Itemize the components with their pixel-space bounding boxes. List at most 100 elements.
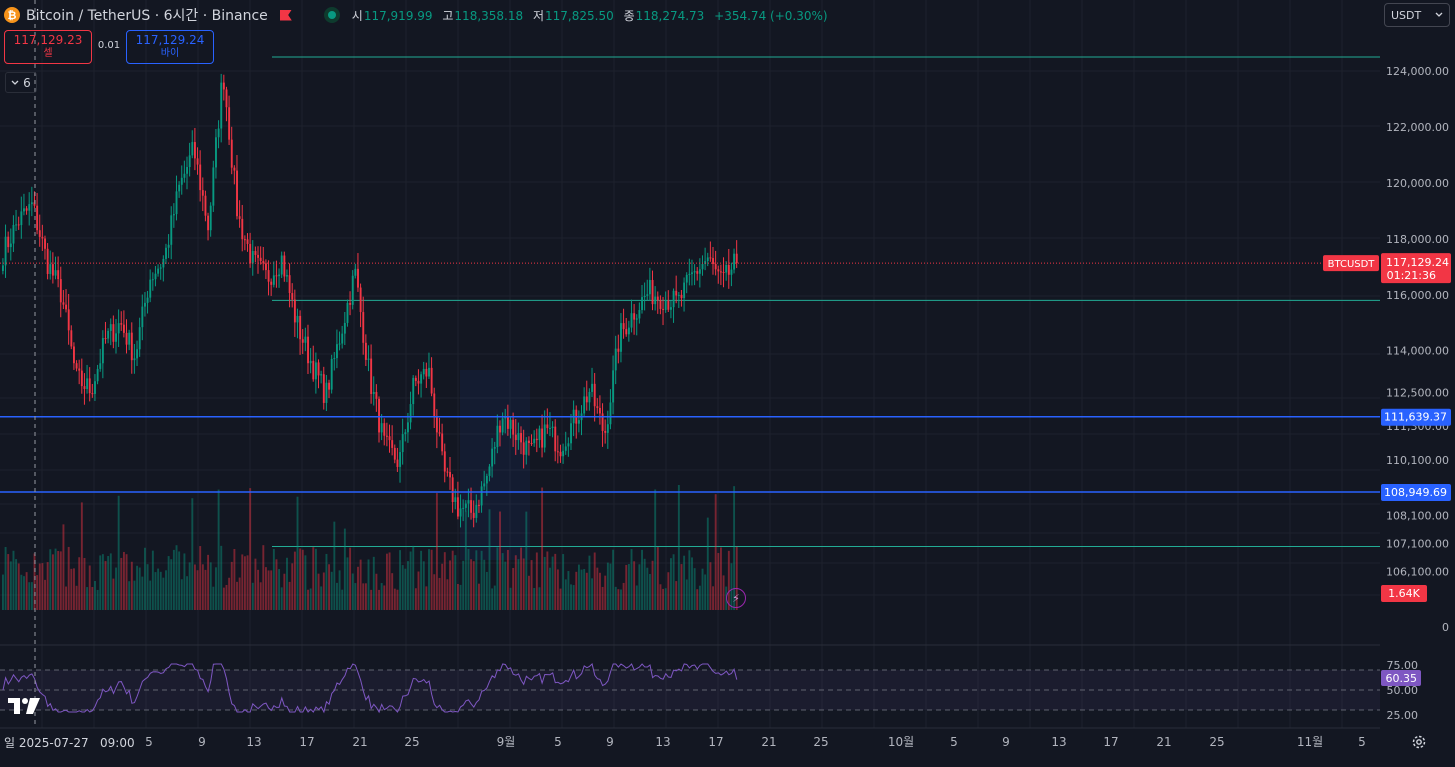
volume-bar bbox=[583, 569, 586, 610]
volume-bar bbox=[580, 569, 583, 610]
volume-bar bbox=[141, 576, 144, 610]
price-tick-label: 120,000.00 bbox=[1386, 177, 1449, 190]
candle-body bbox=[343, 322, 346, 334]
candle-body bbox=[464, 503, 467, 508]
volume-bar bbox=[459, 584, 462, 610]
volume-bar bbox=[301, 549, 304, 610]
flag-icon[interactable] bbox=[279, 9, 292, 21]
candle-body bbox=[372, 391, 375, 394]
volume-bar bbox=[54, 548, 57, 610]
candle-body bbox=[73, 346, 75, 364]
candle-body bbox=[459, 508, 462, 517]
candle-body bbox=[478, 504, 480, 506]
volume-bar bbox=[680, 564, 683, 610]
volume-bar bbox=[559, 588, 562, 610]
volume-bar bbox=[654, 489, 657, 610]
volume-bar bbox=[304, 555, 307, 610]
candle-body bbox=[601, 413, 604, 431]
candle-body bbox=[23, 208, 25, 212]
candle-body bbox=[188, 155, 191, 168]
candle-body bbox=[357, 268, 359, 288]
volume-bar bbox=[330, 571, 333, 610]
volume-bar bbox=[73, 568, 75, 610]
volume-bar bbox=[512, 567, 515, 610]
volume-bar bbox=[706, 517, 709, 610]
candle-body bbox=[109, 324, 112, 331]
candle-body bbox=[362, 312, 365, 343]
volume-bar bbox=[46, 562, 49, 610]
volume-bar bbox=[672, 554, 675, 610]
time-tick-label: 5 bbox=[145, 735, 153, 749]
volume-bar bbox=[648, 574, 651, 610]
volume-bar bbox=[157, 568, 160, 610]
candle-body bbox=[204, 195, 207, 216]
candle-body bbox=[17, 224, 20, 226]
indicators-toggle-button[interactable]: 6 bbox=[5, 72, 37, 93]
symbol-title[interactable]: Bitcoin / TetherUS · 6시간 · Binance bbox=[26, 8, 268, 24]
volume-bar bbox=[170, 559, 173, 610]
candle-body bbox=[38, 230, 41, 237]
volume-bar bbox=[541, 487, 544, 610]
currency-select[interactable]: USDT bbox=[1384, 3, 1450, 27]
candle-body bbox=[67, 309, 70, 331]
candle-body bbox=[735, 253, 738, 264]
volume-bar bbox=[178, 551, 181, 610]
candle-body bbox=[528, 440, 530, 443]
volume-bar bbox=[146, 564, 149, 610]
market-status-icon[interactable] bbox=[323, 7, 340, 23]
settings-gear-icon[interactable] bbox=[1411, 734, 1427, 750]
lightning-icon[interactable]: ⚡ bbox=[726, 588, 746, 608]
candle-body bbox=[259, 257, 262, 261]
volume-bar bbox=[94, 580, 96, 610]
volume-bar bbox=[475, 550, 478, 610]
volume-bar bbox=[33, 553, 36, 610]
volume-bar bbox=[638, 564, 641, 610]
volume-bar bbox=[115, 567, 117, 610]
candle-body bbox=[157, 268, 160, 274]
candle-body bbox=[201, 190, 204, 196]
candle-body bbox=[625, 329, 628, 335]
candle-body bbox=[54, 270, 57, 276]
volume-bar bbox=[585, 572, 588, 610]
volume-bar bbox=[380, 583, 383, 610]
sell-label: 셀 bbox=[43, 48, 53, 59]
time-cursor-bg bbox=[0, 731, 128, 753]
volume-bar bbox=[501, 553, 504, 610]
price-axis: 124,000.00 122,000.00 120,000.00 118,000.00… bbox=[1380, 0, 1455, 767]
sell-price: 117,129.23 bbox=[13, 33, 83, 47]
candle-body bbox=[336, 344, 338, 359]
rsi-line bbox=[2, 663, 738, 714]
candle-body bbox=[359, 287, 362, 313]
volume-bar bbox=[414, 588, 417, 610]
candle-body bbox=[341, 333, 344, 344]
volume-label: 1.64K bbox=[1388, 587, 1420, 600]
volume-bar bbox=[554, 553, 557, 610]
volume-bar bbox=[443, 552, 446, 610]
buy-button[interactable]: 117,129.24 바이 bbox=[126, 30, 214, 64]
candle-body bbox=[393, 447, 396, 460]
volume-bar bbox=[57, 551, 60, 610]
candle-body bbox=[146, 297, 149, 303]
volume-bar bbox=[456, 584, 459, 610]
volume-bar bbox=[309, 588, 312, 610]
candle-body bbox=[236, 170, 238, 217]
candle-body bbox=[225, 89, 228, 108]
volume-bar bbox=[722, 575, 725, 610]
candle-body bbox=[265, 263, 267, 271]
volume-bar bbox=[165, 570, 167, 610]
volume-bar bbox=[96, 589, 99, 610]
tradingview-logo-icon[interactable] bbox=[8, 698, 40, 719]
volume-bar bbox=[630, 549, 633, 610]
volume-bar bbox=[504, 561, 507, 610]
volume-bar bbox=[698, 585, 701, 610]
volume-bar bbox=[314, 548, 317, 610]
candle-body bbox=[262, 260, 265, 264]
candle-body bbox=[664, 300, 667, 310]
candle-body bbox=[364, 342, 367, 360]
sell-button[interactable]: 117,129.23 셀 bbox=[4, 30, 92, 64]
volume-bar bbox=[312, 547, 315, 610]
candle-body bbox=[215, 137, 217, 168]
candle-body bbox=[330, 358, 333, 390]
candle-body bbox=[120, 323, 123, 325]
